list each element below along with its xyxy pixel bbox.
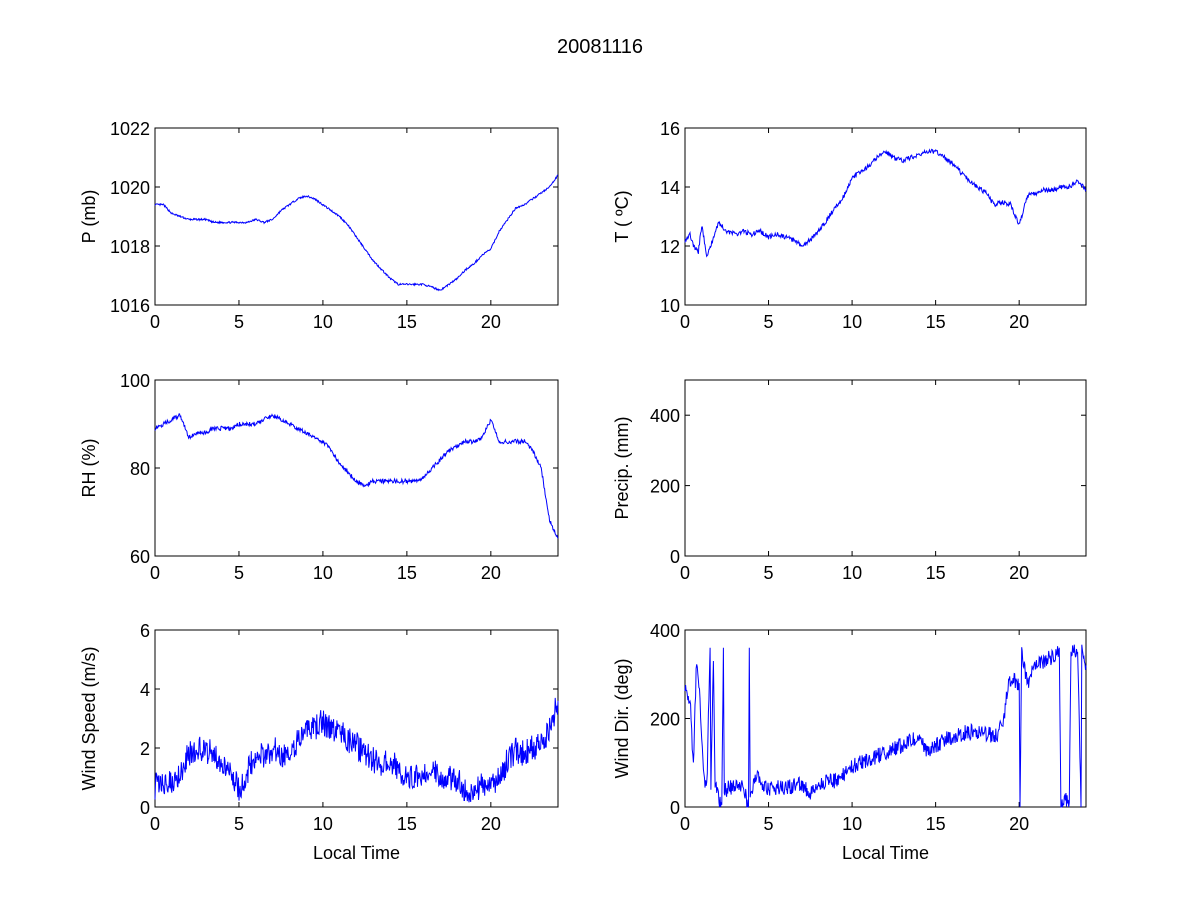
x-tick-label: 0 bbox=[680, 312, 690, 332]
x-axis-label: Local Time bbox=[313, 843, 400, 863]
y-tick-label: 1022 bbox=[110, 119, 150, 139]
x-tick-label: 20 bbox=[1009, 814, 1029, 834]
data-series-line bbox=[684, 644, 1087, 808]
y-tick-label: 14 bbox=[660, 178, 680, 198]
y-axis-label: RH (%) bbox=[79, 439, 99, 498]
x-tick-label: 10 bbox=[842, 563, 862, 583]
axes-box bbox=[684, 379, 1087, 557]
figure-title: 20081116 bbox=[557, 36, 643, 58]
y-tick-label: 0 bbox=[670, 547, 680, 567]
x-tick-label: 5 bbox=[234, 312, 244, 332]
y-tick-label: 400 bbox=[650, 406, 680, 426]
x-tick-label: 10 bbox=[842, 312, 862, 332]
x-tick-label: 5 bbox=[234, 563, 244, 583]
x-tick-label: 10 bbox=[842, 814, 862, 834]
x-tick-label: 0 bbox=[150, 563, 160, 583]
y-tick-label: 0 bbox=[670, 798, 680, 818]
y-tick-label: 200 bbox=[650, 477, 680, 497]
x-tick-label: 15 bbox=[926, 312, 946, 332]
x-tick-label: 15 bbox=[926, 814, 946, 834]
subplot-3: 0 5 10 15 20 60 80 100 RH (%) bbox=[79, 371, 559, 583]
subplot-1: 0 5 10 15 20 1016 1018 1020 1022 P (mb) bbox=[79, 119, 559, 332]
x-tick-label: 10 bbox=[313, 312, 333, 332]
y-axis-label: P (mb) bbox=[79, 190, 99, 244]
x-axis-label: Local Time bbox=[842, 843, 929, 863]
y-tick-label: 200 bbox=[650, 710, 680, 730]
x-tick-label: 20 bbox=[481, 814, 501, 834]
x-tick-label: 0 bbox=[680, 563, 690, 583]
y-tick-label: 80 bbox=[130, 459, 150, 479]
x-tick-label: 5 bbox=[764, 814, 774, 834]
y-tick-label: 12 bbox=[660, 237, 680, 257]
data-series-line bbox=[684, 148, 1087, 258]
y-tick-label: 6 bbox=[140, 621, 150, 641]
y-tick-label: 1016 bbox=[110, 296, 150, 316]
y-axis-label: Wind Speed (m/s) bbox=[79, 646, 99, 790]
axes-box bbox=[154, 379, 559, 557]
x-tick-label: 0 bbox=[150, 814, 160, 834]
axes-box bbox=[154, 629, 559, 808]
y-tick-label: 1020 bbox=[110, 178, 150, 198]
axes-box bbox=[684, 127, 1087, 306]
y-tick-label: 400 bbox=[650, 621, 680, 641]
data-series-line bbox=[154, 697, 559, 803]
x-tick-label: 20 bbox=[1009, 563, 1029, 583]
y-axis-label: T ( ºC) bbox=[612, 190, 632, 242]
data-series-line bbox=[154, 413, 559, 539]
y-tick-label: 0 bbox=[140, 798, 150, 818]
y-tick-label: 1018 bbox=[110, 237, 150, 257]
subplot-2: 0 5 10 15 20 10 12 14 16 T ( ºC) bbox=[612, 119, 1087, 332]
y-axis-label: Precip. (mm) bbox=[612, 417, 632, 520]
y-tick-label: 10 bbox=[660, 296, 680, 316]
x-tick-label: 15 bbox=[397, 312, 417, 332]
x-tick-label: 15 bbox=[397, 814, 417, 834]
x-tick-label: 15 bbox=[397, 563, 417, 583]
x-tick-label: 15 bbox=[926, 563, 946, 583]
y-tick-label: 16 bbox=[660, 119, 680, 139]
y-tick-label: 100 bbox=[120, 371, 150, 391]
axes-box bbox=[154, 127, 559, 306]
axes-box bbox=[684, 629, 1087, 808]
data-series-line bbox=[154, 174, 558, 292]
x-tick-label: 20 bbox=[481, 563, 501, 583]
y-tick-label: 2 bbox=[140, 739, 150, 759]
x-tick-label: 5 bbox=[764, 312, 774, 332]
x-tick-label: 5 bbox=[764, 563, 774, 583]
x-tick-label: 0 bbox=[150, 312, 160, 332]
y-axis-label: Wind Dir. (deg) bbox=[612, 658, 632, 778]
x-tick-label: 20 bbox=[481, 312, 501, 332]
x-tick-label: 20 bbox=[1009, 312, 1029, 332]
x-tick-label: 10 bbox=[313, 563, 333, 583]
x-tick-label: 0 bbox=[680, 814, 690, 834]
y-tick-label: 60 bbox=[130, 547, 150, 567]
x-tick-label: 10 bbox=[313, 814, 333, 834]
y-tick-label: 4 bbox=[140, 680, 150, 700]
subplot-5: 0 5 10 15 20 0 2 4 6 Wind Speed (m/s) Local Time bbox=[79, 621, 559, 863]
x-tick-label: 5 bbox=[234, 814, 244, 834]
